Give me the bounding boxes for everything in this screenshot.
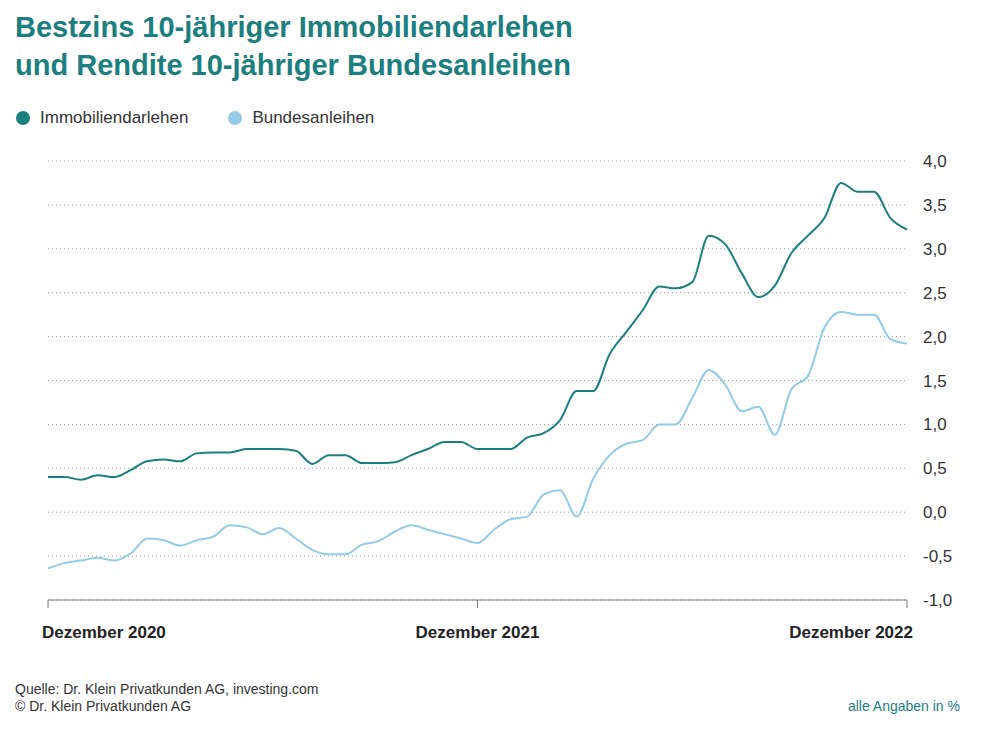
html-text:Quelle: Dr. Klein Privatkunden: Quelle: Dr. Klein Privatkunden AG, inves… xyxy=(15,681,319,697)
svg-text:-1,0: -1,0 xyxy=(923,591,952,610)
svg-text:Dezember 2020: Dezember 2020 xyxy=(42,623,166,642)
svg-text:0,0: 0,0 xyxy=(923,503,947,522)
svg-text:2,0: 2,0 xyxy=(923,328,947,347)
svg-text:3,0: 3,0 xyxy=(923,240,947,259)
html-text:Bestzins 10-jähriger Immobilie: Bestzins 10-jähriger Immobiliendarlehen … xyxy=(15,11,573,81)
svg-text:3,5: 3,5 xyxy=(923,196,947,215)
svg-text:0,5: 0,5 xyxy=(923,459,947,478)
html-text:Immobiliendarlehen: Immobiliendarlehen xyxy=(40,108,189,127)
html-text:Bundesanleihen: Bundesanleihen xyxy=(252,108,375,127)
svg-text:Dezember 2021: Dezember 2021 xyxy=(416,623,540,642)
svg-text:2,5: 2,5 xyxy=(923,284,947,303)
svg-text:Dezember 2022: Dezember 2022 xyxy=(789,623,913,642)
svg-text:-0,5: -0,5 xyxy=(923,547,952,566)
svg-text:1,0: 1,0 xyxy=(923,415,947,434)
html-text:alle Angaben in %: alle Angaben in % xyxy=(847,698,960,714)
html-text:© Dr. Klein Privatkunden AG: © Dr. Klein Privatkunden AG xyxy=(15,698,192,714)
svg-text:4,0: 4,0 xyxy=(923,152,947,171)
svg-text:1,5: 1,5 xyxy=(923,372,947,391)
